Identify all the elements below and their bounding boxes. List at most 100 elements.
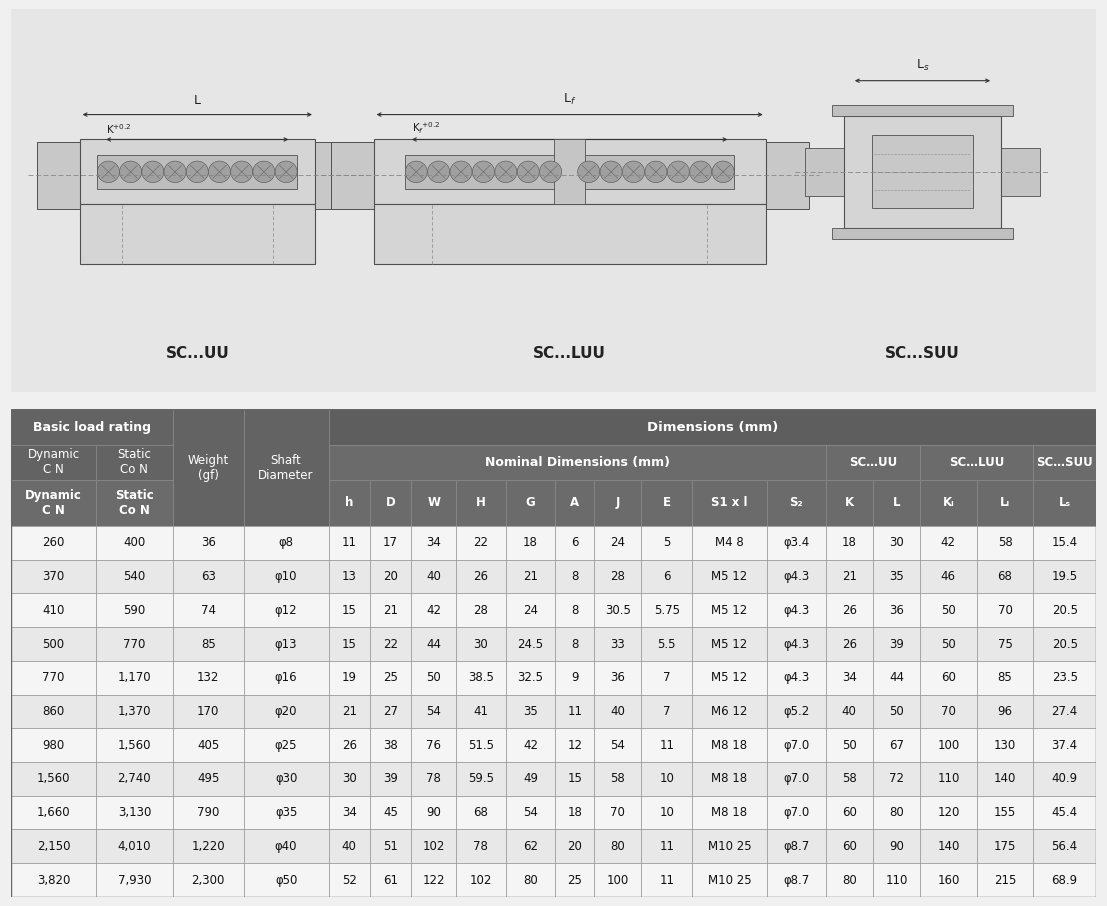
Text: 15.4: 15.4 [1052,536,1078,549]
Bar [976,593,1033,627]
Bar [506,695,556,728]
Bar [412,627,456,660]
Text: 56.4: 56.4 [1052,840,1078,853]
Text: φ7.0: φ7.0 [783,773,809,786]
Bar [766,695,826,728]
Circle shape [539,161,561,183]
Bar [1033,526,1096,560]
Bar [578,155,734,188]
Text: 4,010: 4,010 [117,840,152,853]
Bar [11,863,96,897]
Text: L: L [892,496,900,509]
Text: 410: 410 [42,603,64,617]
Text: 85: 85 [997,671,1013,684]
Text: M8 18: M8 18 [712,738,747,752]
Text: 26: 26 [841,638,857,651]
Bar [173,410,244,526]
Text: 22: 22 [474,536,488,549]
Text: h: h [345,496,353,509]
Text: 40.9: 40.9 [1052,773,1078,786]
Text: 28: 28 [474,603,488,617]
Text: 50: 50 [889,705,903,718]
Bar [920,728,976,762]
Text: 68: 68 [474,806,488,819]
Text: 175: 175 [994,840,1016,853]
Text: 35: 35 [889,570,903,583]
Bar [556,593,594,627]
Text: 61: 61 [383,873,399,887]
Text: 11: 11 [660,840,674,853]
Text: 51: 51 [383,840,399,853]
Text: 110: 110 [886,873,908,887]
Bar [329,830,370,863]
Text: 51.5: 51.5 [468,738,494,752]
Bar [11,593,96,627]
Bar [456,762,506,795]
Bar [1033,445,1096,479]
Text: 10: 10 [660,806,674,819]
Bar [374,140,766,204]
Bar [173,627,244,660]
Text: 58: 58 [841,773,857,786]
Bar [173,560,244,593]
Bar [456,728,506,762]
Text: 20: 20 [567,840,582,853]
Text: 70: 70 [941,705,955,718]
Text: 24: 24 [523,603,538,617]
Bar [1033,695,1096,728]
Circle shape [622,161,644,183]
Bar [11,728,96,762]
Bar [456,526,506,560]
Bar [173,728,244,762]
Bar [456,863,506,897]
Text: φ40: φ40 [275,840,298,853]
Bar [329,627,370,660]
Text: 41: 41 [474,705,488,718]
Text: W: W [427,496,441,509]
Text: 5.5: 5.5 [658,638,676,651]
Text: 54: 54 [610,738,625,752]
Text: 21: 21 [342,705,356,718]
Text: 770: 770 [123,638,146,651]
Text: 11: 11 [660,873,674,887]
Bar [976,479,1033,526]
Text: 42: 42 [941,536,955,549]
Text: 15: 15 [567,773,582,786]
Bar [244,728,329,762]
Text: 62: 62 [523,840,538,853]
Bar [826,762,872,795]
Text: 1,660: 1,660 [37,806,71,819]
Bar [826,660,872,695]
Text: 12: 12 [567,738,582,752]
Bar [370,695,412,728]
Bar [641,795,692,830]
Text: 45: 45 [383,806,399,819]
Text: 50: 50 [426,671,441,684]
Text: 40: 40 [610,705,625,718]
Bar [920,479,976,526]
Bar [594,695,641,728]
Bar [832,227,1013,239]
Bar [173,795,244,830]
Bar [329,660,370,695]
Text: 30: 30 [342,773,356,786]
Bar [766,795,826,830]
Bar [456,660,506,695]
Circle shape [668,161,690,183]
Bar [826,479,872,526]
Bar [872,593,920,627]
Bar [766,830,826,863]
Bar [506,728,556,762]
Text: 74: 74 [200,603,216,617]
Bar [976,728,1033,762]
Text: 7: 7 [663,705,671,718]
Bar [96,445,173,479]
Bar [506,863,556,897]
Bar [872,479,920,526]
Bar [826,695,872,728]
Text: 36: 36 [889,603,904,617]
Text: 11: 11 [567,705,582,718]
Bar [594,660,641,695]
Bar [173,695,244,728]
Text: M5 12: M5 12 [712,638,747,651]
